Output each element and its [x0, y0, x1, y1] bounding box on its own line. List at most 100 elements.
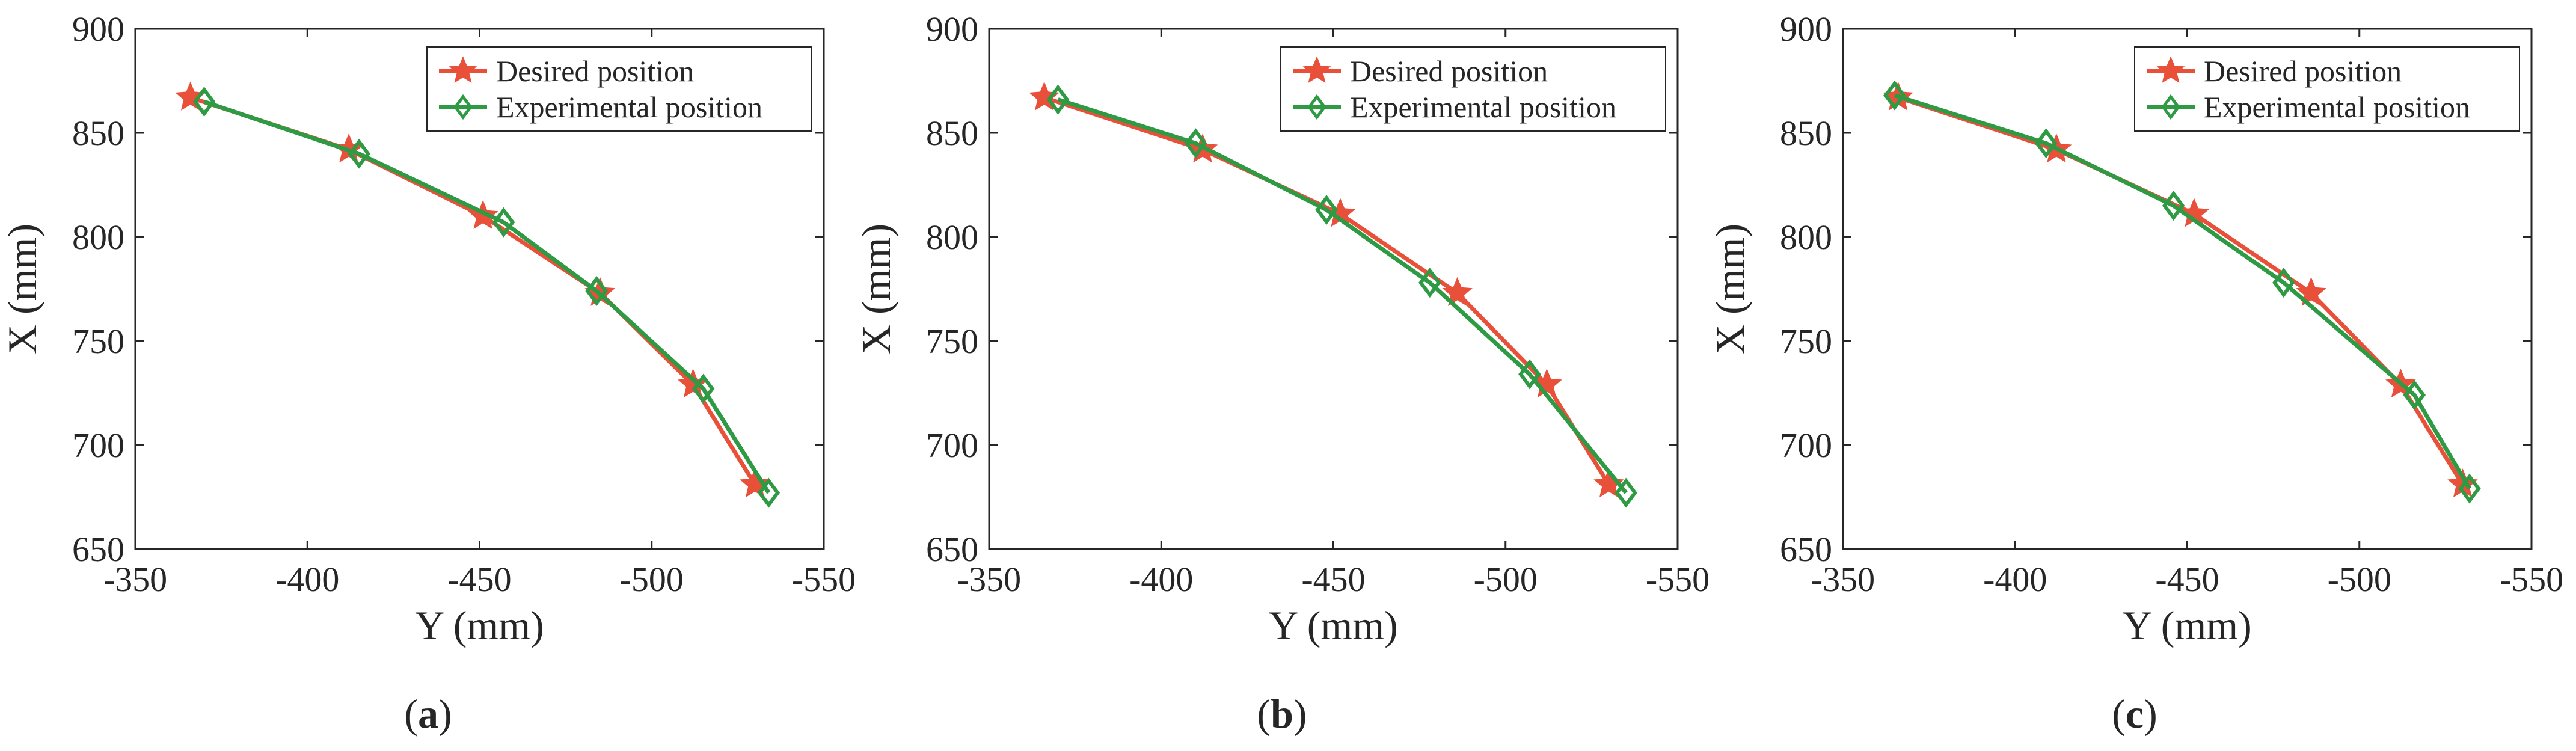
x-tick-label: -550: [1646, 560, 1710, 599]
y-tick-label: 700: [72, 426, 124, 465]
legend-label: Experimental position: [1350, 90, 1616, 124]
data-point: [692, 373, 715, 404]
caption-close: ): [438, 691, 452, 737]
x-tick-label: -450: [447, 560, 511, 599]
legend-box: [426, 46, 812, 132]
y-tick-label: 850: [1780, 114, 1832, 153]
series-line: [1894, 93, 2471, 490]
data-point: [2035, 128, 2058, 159]
data-point: [1442, 277, 1473, 306]
series-experimental: [1046, 84, 1637, 508]
y-tick-label: 850: [72, 114, 124, 153]
y-tick-label: 650: [72, 530, 124, 569]
legend-diamond-marker: [2161, 94, 2180, 120]
x-tick-label: -550: [792, 560, 856, 599]
chart-panel-b: -350 -400 -450 -500 -550 650 700 750 800 850 900 Y …: [853, 10, 1710, 737]
data-point: [1315, 195, 1338, 225]
caption-letter: a: [418, 691, 438, 737]
y-tick-label: 900: [72, 10, 124, 49]
panel-caption: (a): [404, 691, 452, 737]
data-point: [2162, 191, 2185, 221]
data-point: [2403, 379, 2426, 410]
y-axis-label: X (mm): [0, 224, 45, 354]
legend-label: Desired position: [2204, 54, 2402, 88]
y-tick-label: 750: [1780, 322, 1832, 361]
y-tick-label: 800: [72, 218, 124, 257]
series-line: [203, 99, 771, 494]
legend-star-marker: [2156, 56, 2185, 83]
x-tick-label: -550: [2500, 560, 2563, 599]
data-point: [1418, 268, 1441, 298]
data-point: [1883, 80, 1906, 111]
data-point: [492, 207, 515, 238]
x-tick-label: -400: [1129, 560, 1193, 599]
series-experimental: [192, 87, 780, 508]
y-tick-label: 700: [1780, 426, 1832, 465]
x-tick-label: -400: [275, 560, 339, 599]
legend-box: [1280, 46, 1666, 132]
caption-letter: c: [2126, 691, 2144, 737]
series-line: [1057, 97, 1628, 494]
y-tick-label: 700: [926, 426, 978, 465]
caption-open: (: [1257, 691, 1271, 737]
x-tick-label: -500: [2328, 560, 2391, 599]
legend-star-marker: [449, 56, 477, 83]
y-tick-label: 850: [926, 114, 978, 153]
legend-label: Desired position: [1350, 54, 1548, 88]
data-point: [1615, 477, 1637, 508]
caption-close: ): [1293, 691, 1307, 737]
data-point: [2458, 473, 2481, 504]
y-axis-label: X (mm): [1707, 224, 1753, 354]
x-tick-label: -350: [103, 560, 167, 599]
y-axis-label: X (mm): [853, 224, 899, 354]
legend-diamond-marker: [453, 94, 473, 120]
x-axis-label: Y (mm): [1269, 602, 1398, 648]
x-tick-label: -350: [957, 560, 1021, 599]
chart-panel-c: -350 -400 -450 -500 -550 650 700 750 800 850 900 Y …: [1707, 10, 2563, 737]
y-tick-label: 750: [926, 322, 978, 361]
data-point: [585, 275, 608, 306]
data-point: [1593, 468, 1624, 498]
data-point: [1184, 128, 1207, 159]
x-tick-label: -450: [2155, 560, 2219, 599]
legend-box: [2134, 46, 2520, 132]
caption-open: (: [404, 691, 418, 737]
chart-panel-a: -350 -400 -450 -500 -550 650 700 750 800 850 900 Y …: [0, 10, 856, 737]
caption-letter: b: [1271, 691, 1293, 737]
legend-diamond-marker: [1307, 94, 1326, 120]
series-line: [1043, 95, 1611, 486]
y-tick-label: 800: [1780, 218, 1832, 257]
legend-label: Desired position: [496, 54, 694, 88]
x-tick-label: -500: [1474, 560, 1538, 599]
y-tick-label: 750: [72, 322, 124, 361]
caption-open: (: [2112, 691, 2126, 737]
x-tick-label: -500: [620, 560, 684, 599]
legend-label: Experimental position: [2204, 90, 2470, 124]
panel-caption: (c): [2112, 691, 2157, 737]
legend-label: Experimental position: [496, 90, 762, 124]
x-axis-label: Y (mm): [2123, 602, 2252, 648]
data-point: [2272, 268, 2295, 298]
y-tick-label: 650: [926, 530, 978, 569]
legend-star-marker: [1302, 56, 1331, 83]
x-axis-label: Y (mm): [415, 602, 544, 648]
data-point: [1518, 359, 1541, 390]
data-point: [1046, 84, 1070, 115]
y-tick-label: 900: [1780, 10, 1832, 49]
data-point: [348, 138, 370, 169]
x-tick-label: -450: [1301, 560, 1365, 599]
panel-caption: (b): [1257, 691, 1307, 737]
series-experimental: [1883, 80, 2481, 504]
y-tick-label: 650: [1780, 530, 1832, 569]
data-point: [757, 477, 780, 508]
caption-close: ): [2144, 691, 2157, 737]
x-tick-label: -400: [1983, 560, 2047, 599]
data-point: [192, 87, 216, 117]
y-tick-label: 800: [926, 218, 978, 257]
x-tick-label: -350: [1811, 560, 1875, 599]
y-tick-label: 900: [926, 10, 978, 49]
